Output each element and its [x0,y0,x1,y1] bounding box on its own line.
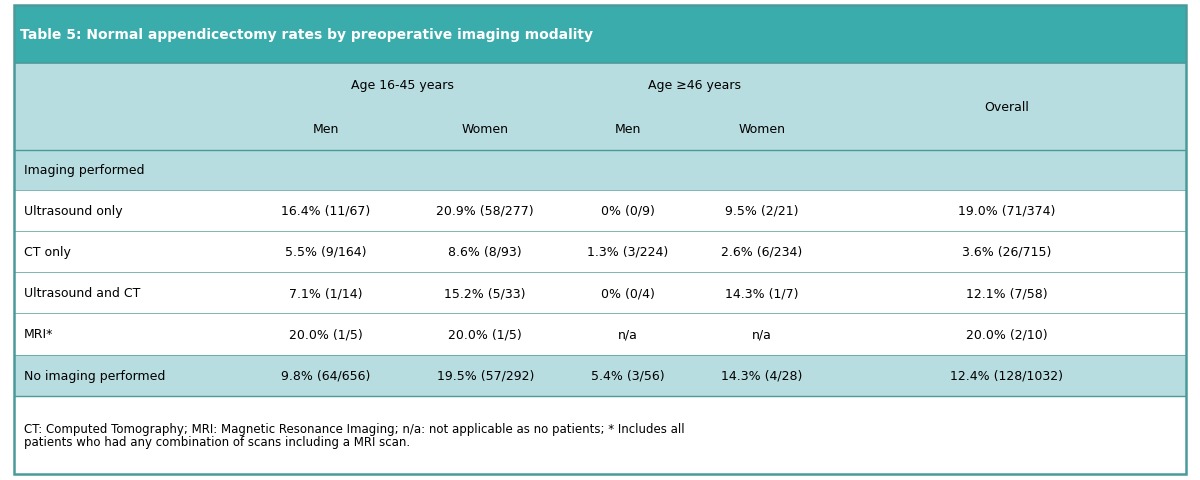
Text: 12.4% (128/1032): 12.4% (128/1032) [950,369,1063,382]
Text: 0% (0/4): 0% (0/4) [601,287,655,300]
Text: 16.4% (11/67): 16.4% (11/67) [281,204,371,217]
Text: n/a: n/a [751,328,772,341]
Text: patients who had any combination of scans including a MRI scan.: patients who had any combination of scan… [24,435,410,448]
Text: Women: Women [462,122,509,135]
Text: Women: Women [738,122,785,135]
Text: 20.9% (58/277): 20.9% (58/277) [437,204,534,217]
Text: Men: Men [614,122,641,135]
Text: MRI*: MRI* [24,328,53,341]
Text: Age 16-45 years: Age 16-45 years [350,79,454,92]
Bar [14,6,1186,64]
Text: Ultrasound only: Ultrasound only [24,204,122,217]
Bar [14,313,1186,355]
Bar [14,273,1186,313]
Text: Table 5: Normal appendicectomy rates by preoperative imaging modality: Table 5: Normal appendicectomy rates by … [20,28,593,42]
Bar [14,64,1186,108]
Text: 7.1% (1/14): 7.1% (1/14) [289,287,362,300]
Text: 8.6% (8/93): 8.6% (8/93) [449,245,522,258]
Text: 3.6% (26/715): 3.6% (26/715) [962,245,1051,258]
Text: 12.1% (7/58): 12.1% (7/58) [966,287,1048,300]
Bar [14,355,1186,396]
Text: Ultrasound and CT: Ultrasound and CT [24,287,140,300]
Text: 9.5% (2/21): 9.5% (2/21) [725,204,798,217]
Text: 9.8% (64/656): 9.8% (64/656) [281,369,371,382]
Text: 1.3% (3/224): 1.3% (3/224) [588,245,668,258]
Text: 14.3% (1/7): 14.3% (1/7) [725,287,798,300]
Text: 19.0% (71/374): 19.0% (71/374) [959,204,1056,217]
Text: Overall: Overall [984,101,1030,114]
Text: 0% (0/9): 0% (0/9) [601,204,655,217]
Text: 19.5% (57/292): 19.5% (57/292) [437,369,534,382]
Text: 20.0% (1/5): 20.0% (1/5) [289,328,362,341]
Text: 5.5% (9/164): 5.5% (9/164) [286,245,367,258]
Text: Men: Men [313,122,340,135]
Text: 5.4% (3/56): 5.4% (3/56) [592,369,665,382]
Bar [14,396,1186,474]
Bar [14,190,1186,231]
Text: Age ≥46 years: Age ≥46 years [648,79,742,92]
Bar [14,108,1186,150]
Text: CT: Computed Tomography; MRI: Magnetic Resonance Imaging; n/a: not applicable as: CT: Computed Tomography; MRI: Magnetic R… [24,422,684,435]
Text: No imaging performed: No imaging performed [24,369,166,382]
Text: n/a: n/a [618,328,638,341]
Text: CT only: CT only [24,245,71,258]
Text: 20.0% (2/10): 20.0% (2/10) [966,328,1048,341]
Text: 14.3% (4/28): 14.3% (4/28) [721,369,803,382]
Bar [14,231,1186,273]
Text: 20.0% (1/5): 20.0% (1/5) [449,328,522,341]
Text: 15.2% (5/33): 15.2% (5/33) [444,287,526,300]
Text: Imaging performed: Imaging performed [24,164,144,177]
Bar [14,150,1186,190]
Text: 2.6% (6/234): 2.6% (6/234) [721,245,803,258]
